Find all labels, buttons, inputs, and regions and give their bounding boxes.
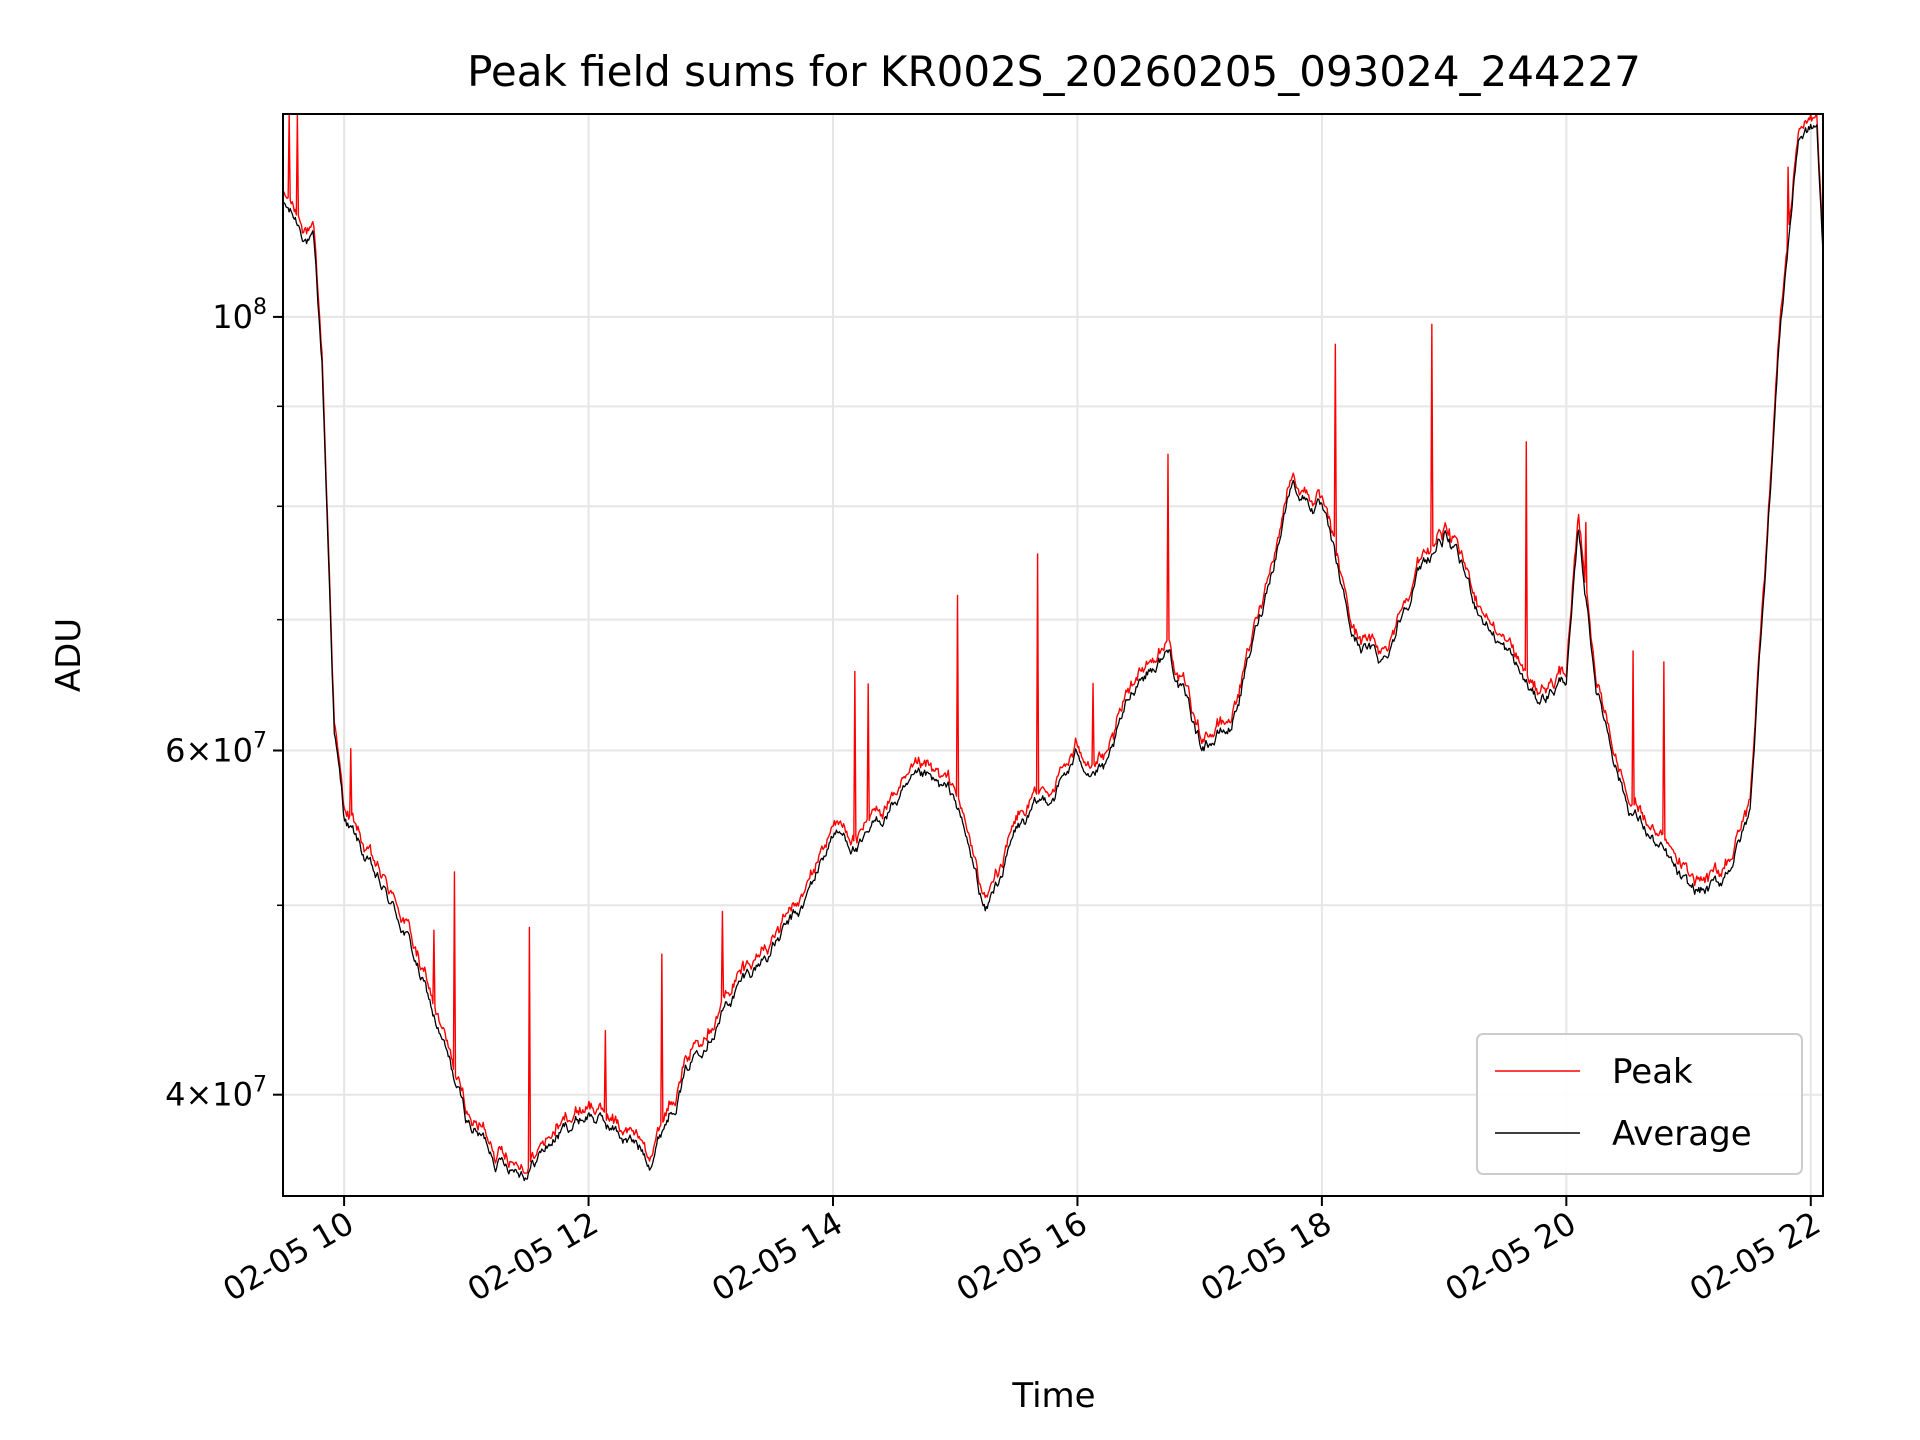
plot-frame xyxy=(282,113,1824,1197)
series-average-line xyxy=(282,123,1824,1182)
y-tick-label: 6×107 xyxy=(165,729,267,770)
chart-title: Peak field sums for KR002S_20260205_0930… xyxy=(467,47,1641,96)
legend: Peak Average xyxy=(1476,1033,1803,1175)
grid xyxy=(283,114,1823,1196)
y-axis-label: ADU xyxy=(49,618,89,692)
y-tick-label: 108 xyxy=(212,295,267,336)
series-layer xyxy=(282,113,1824,1182)
y-axis: 4×107 6×107 108 xyxy=(165,295,283,1114)
legend-peak-label: Peak xyxy=(1612,1052,1693,1092)
x-axis-label: Time xyxy=(1011,1376,1095,1416)
legend-box xyxy=(1476,1033,1803,1175)
legend-average-label: Average xyxy=(1612,1114,1752,1154)
y-tick-label: 4×107 xyxy=(165,1073,267,1114)
